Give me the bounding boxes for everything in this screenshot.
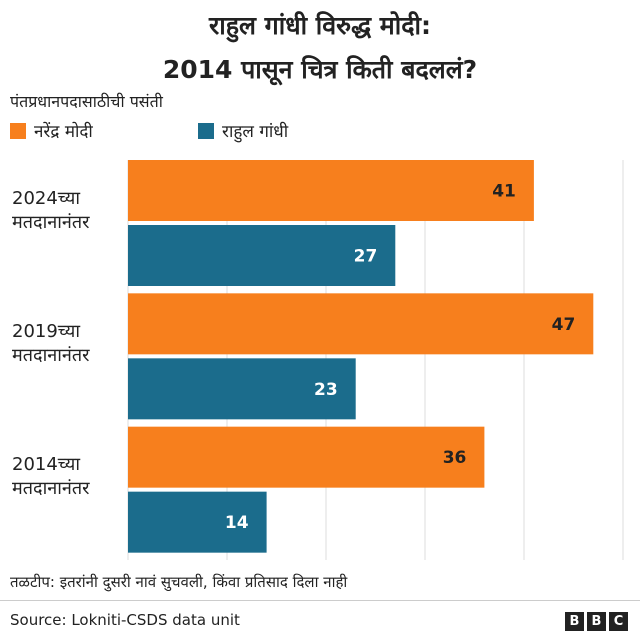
bar [128, 426, 485, 488]
bar [128, 358, 356, 420]
logo-letter: C [609, 612, 628, 631]
legend-label: राहुल गांधी [222, 122, 289, 142]
legend-item: राहुल गांधी [198, 119, 288, 142]
footnote: तळटीप: इतरांनी दुसरी नावं सुचवली, किंवा … [10, 573, 348, 591]
bar [128, 225, 396, 286]
bar [128, 491, 267, 553]
chart: 41 27 47 23 36 14 [127, 160, 624, 560]
title-line: राहुल गांधी विरुद्ध मोदी: [209, 11, 431, 40]
legend-swatch [198, 122, 214, 139]
logo-letter: B [587, 612, 606, 631]
subtitle: पंतप्रधानपदासाठीची पसंती [10, 92, 163, 111]
value-label: 36 [443, 448, 467, 468]
value-label: 23 [314, 380, 338, 400]
legend-swatch [10, 122, 26, 139]
value-label: 14 [225, 513, 249, 533]
bar [128, 160, 534, 221]
legend-label: नरेंद्र मोदी [34, 122, 93, 142]
chart-title: राहुल गांधी विरुद्ध मोदी: 2014 पासून चित… [0, 4, 640, 92]
value-label: 27 [354, 247, 378, 267]
logo-letter: B [565, 612, 584, 631]
value-label: 47 [552, 315, 576, 335]
y-tick-label: 2014च्या मतदानानंतर [12, 454, 90, 500]
y-tick-label: 2024च्या मतदानानंतर [12, 187, 90, 233]
separator [0, 600, 640, 601]
logo: B B C [565, 612, 628, 631]
source: Source: Lokniti-CSDS data unit [10, 611, 240, 629]
title-line: 2014 पासून चित्र किती बदललं? [162, 55, 478, 84]
y-tick-label: 2019च्या मतदानानंतर [12, 321, 90, 366]
legend-item: नरेंद्र मोदी [10, 119, 93, 142]
bar [128, 293, 594, 355]
value-label: 41 [492, 182, 516, 202]
